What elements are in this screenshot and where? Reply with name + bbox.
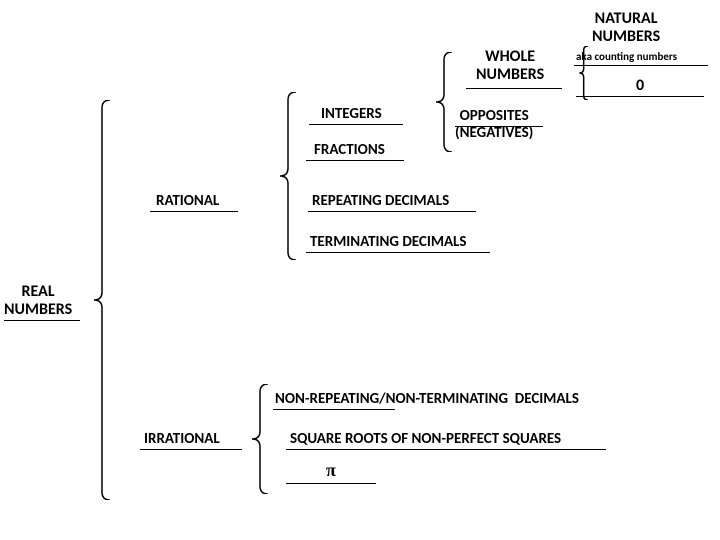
- label-non-repeating: NON-REPEATING/NON-TERMINATING DECIMALS: [275, 391, 579, 408]
- label-terminating-decimals: TERMINATING DECIMALS: [310, 234, 466, 251]
- underline-terminating: [306, 252, 490, 253]
- underline-opposites: [455, 126, 543, 127]
- brace-real: [88, 100, 110, 500]
- brace-irrational: [246, 384, 268, 494]
- label-rational: RATIONAL: [156, 193, 219, 210]
- label-real-numbers: REAL NUMBERS: [4, 283, 72, 320]
- brace-whole: [566, 46, 588, 100]
- label-whole-numbers: WHOLE NUMBERS: [476, 48, 544, 85]
- label-zero: 0: [636, 77, 644, 95]
- underline-pi: [286, 483, 376, 484]
- underline-zero: [576, 96, 704, 97]
- underline-whole: [466, 88, 562, 89]
- label-repeating-decimals: REPEATING DECIMALS: [312, 193, 449, 210]
- label-fractions: FRACTIONS: [314, 142, 385, 159]
- underline-repeating: [308, 211, 476, 212]
- label-irrational: IRRATIONAL: [144, 431, 220, 448]
- underline-nonrep: [273, 409, 395, 410]
- label-aka-counting: aka counting numbers: [576, 51, 677, 64]
- underline-irrational: [140, 449, 242, 450]
- brace-integers: [430, 52, 452, 152]
- label-pi: π: [326, 461, 336, 482]
- underline-rational: [150, 211, 238, 212]
- underline-fractions: [306, 160, 404, 161]
- brace-rational: [274, 92, 296, 260]
- underline-integers: [309, 124, 403, 125]
- label-square-roots: SQUARE ROOTS OF NON-PERFECT SQUARES: [290, 431, 561, 448]
- underline-aka: [574, 65, 708, 66]
- label-integers: INTEGERS: [321, 106, 382, 123]
- underline-real: [4, 320, 80, 321]
- underline-sqroots: [286, 449, 606, 450]
- label-natural-numbers: NATURAL NUMBERS: [592, 10, 660, 47]
